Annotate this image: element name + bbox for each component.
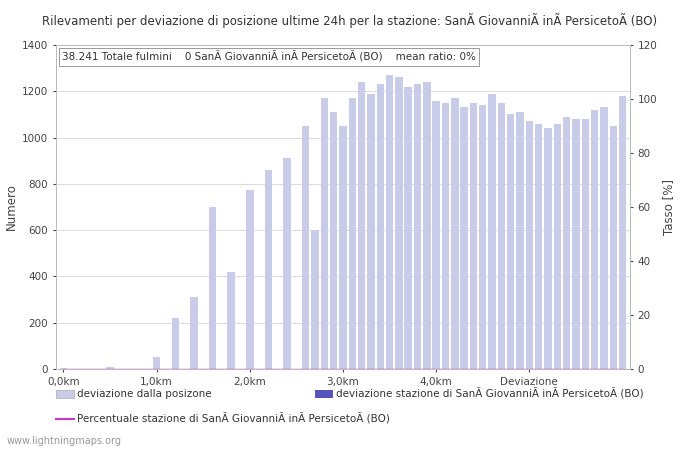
Bar [423,82,430,369]
Bar [349,98,356,369]
Bar [368,94,374,369]
Bar [60,368,67,369]
Bar [377,84,384,369]
Bar [209,207,216,369]
Bar [228,272,235,369]
Bar [106,367,114,369]
Bar [610,126,617,369]
Bar [461,108,468,369]
Bar [284,158,290,369]
Bar [526,122,533,369]
Bar [395,77,402,369]
Bar [190,297,197,369]
Bar [563,117,570,369]
Bar [535,124,542,369]
Bar [246,189,253,369]
Bar [554,124,561,369]
Bar [619,96,626,369]
Bar [265,170,272,369]
Y-axis label: Tasso [%]: Tasso [%] [662,179,675,235]
Text: Rilevamenti per deviazione di posizione ultime 24h per la stazione: SanÃ Giovann: Rilevamenti per deviazione di posizione … [43,14,657,28]
Bar [321,98,328,369]
Bar [600,108,608,369]
Text: Percentuale stazione di SanÃ GiovanniÃ inÃ PersicetoÃ (BO): Percentuale stazione di SanÃ GiovanniÃ i… [77,413,390,424]
Bar [498,103,505,369]
Bar [405,87,412,369]
Bar [414,84,421,369]
Bar [312,230,318,369]
Bar [489,94,496,369]
Bar [340,126,346,369]
Text: www.lightningmaps.org: www.lightningmaps.org [7,436,122,446]
Text: 38.241 Totale fulmini    0 SanÃ GiovanniÃ inÃ PersicetoÃ (BO)    mean ratio: 0%: 38.241 Totale fulmini 0 SanÃ GiovanniÃ i… [62,51,475,63]
Bar [433,100,440,369]
Bar [545,128,552,369]
Bar [517,112,524,369]
Bar [572,119,580,369]
Bar [451,98,458,369]
Bar [153,357,160,369]
Bar [591,110,598,369]
Bar [442,103,449,369]
Bar [172,318,179,369]
Bar [330,112,337,369]
Bar [479,105,486,369]
Y-axis label: Numero: Numero [5,184,18,230]
Bar [358,82,365,369]
Bar [386,75,393,369]
Bar [507,114,514,369]
Bar [302,126,309,369]
Text: deviazione dalla posizone: deviazione dalla posizone [77,389,211,399]
Bar [470,103,477,369]
Bar [582,119,589,369]
Text: deviazione stazione di SanÃ GiovanniÃ inÃ PersicetoÃ (BO): deviazione stazione di SanÃ GiovanniÃ in… [336,388,643,400]
